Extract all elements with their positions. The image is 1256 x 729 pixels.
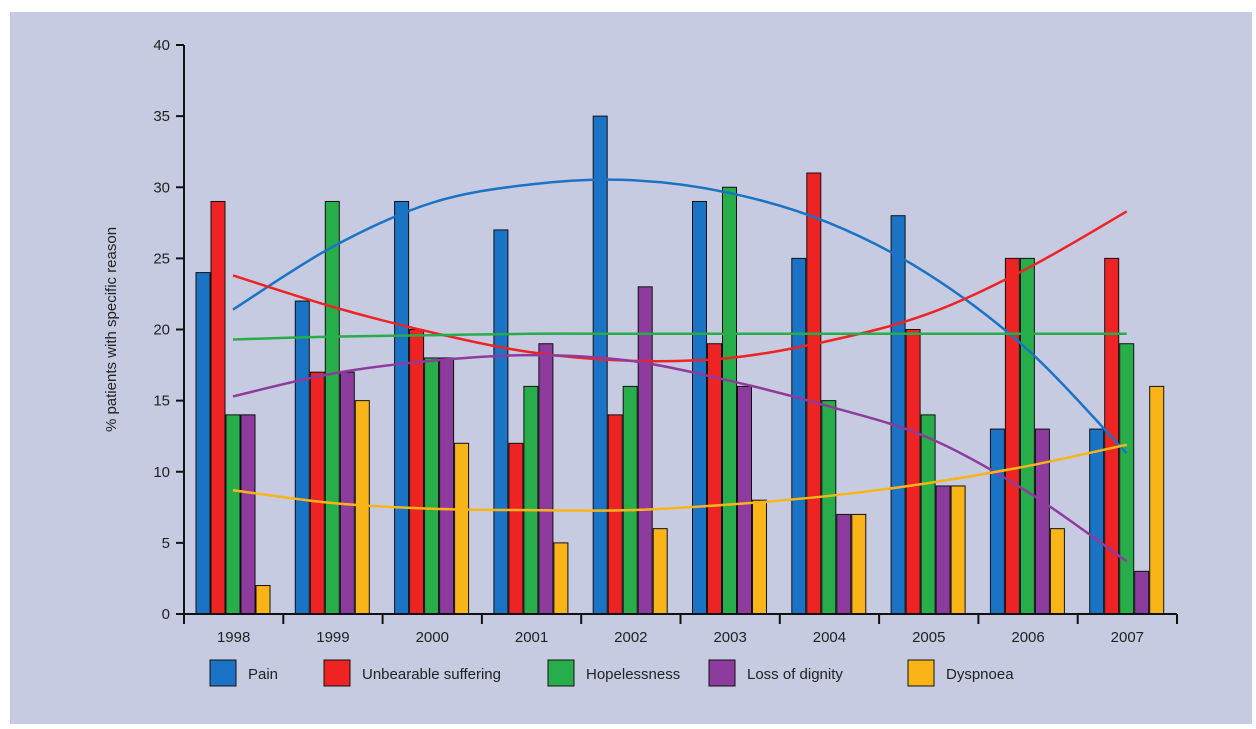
bar-loss-of-dignity-2002 — [637, 286, 653, 615]
legend-swatch-unbearable-suffering — [323, 659, 351, 687]
x-tick-label-2006: 2006 — [1011, 629, 1044, 646]
bar-hopelessness-2007 — [1119, 343, 1135, 615]
bar-unbearable-suffering-2001 — [508, 442, 524, 615]
bar-dyspnoea-2001 — [553, 542, 569, 615]
x-tick-label-1998: 1998 — [217, 629, 250, 646]
chart-panel: 0 5 10 15 20 25 30 35 40 1998 1999 2000 2001 2002 2003… — [10, 12, 1252, 724]
x-tick-label-2000: 2000 — [416, 629, 449, 646]
bar-loss-of-dignity-2006 — [1034, 428, 1050, 615]
x-tick-label-2002: 2002 — [614, 629, 647, 646]
ticks-layer: 0 5 10 15 20 25 30 35 40 1998 1999 2000 2001 2002 2003… — [153, 37, 1178, 646]
legend-label-unbearable-suffering: Unbearable suffering — [362, 666, 501, 683]
top-strip — [0, 0, 1256, 12]
bar-pain-2000 — [394, 200, 410, 615]
bar-hopelessness-2000 — [424, 357, 440, 615]
bar-dyspnoea-2000 — [454, 442, 470, 615]
trend-line-pain — [232, 178, 1128, 455]
y-tick-label-5: 5 — [162, 535, 170, 552]
bar-dyspnoea-2005 — [950, 485, 966, 615]
bar-loss-of-dignity-2001 — [538, 343, 554, 615]
trend-line-unbearable-suffering — [232, 210, 1128, 363]
bar-loss-of-dignity-1998 — [240, 414, 256, 615]
bar-dyspnoea-2003 — [752, 499, 767, 615]
y-tick-label-35: 35 — [153, 108, 170, 125]
bar-pain-2005 — [890, 215, 906, 615]
bar-hopelessness-1998 — [225, 414, 241, 615]
x-tick-label-2003: 2003 — [713, 629, 746, 646]
bar-pain-1999 — [294, 300, 310, 615]
bar-unbearable-suffering-2005 — [905, 329, 921, 615]
y-tick-label-0: 0 — [162, 606, 170, 623]
bar-loss-of-dignity-2003 — [737, 385, 752, 615]
bar-dyspnoea-2007 — [1149, 385, 1165, 615]
y-tick-label-25: 25 — [153, 250, 170, 267]
bar-dyspnoea-2002 — [652, 528, 668, 615]
x-tick-label-2004: 2004 — [813, 629, 846, 646]
legend-label-dyspnoea: Dyspnoea — [946, 666, 1014, 683]
bar-pain-2002 — [592, 115, 608, 615]
bar-unbearable-suffering-2002 — [607, 414, 623, 615]
bar-pain-2001 — [493, 229, 509, 615]
bar-hopelessness-2002 — [622, 385, 638, 615]
bar-unbearable-suffering-2003 — [707, 343, 722, 615]
legend-label-pain: Pain — [248, 666, 278, 683]
legend: Pain Unbearable suffering Hopelessness Loss… — [209, 659, 1014, 687]
bar-dyspnoea-2004 — [851, 513, 867, 615]
y-axis-title: % patients with specific reason — [103, 227, 120, 432]
trend-lines-layer — [232, 178, 1128, 563]
y-tick-label-10: 10 — [153, 464, 170, 481]
bar-pain-1998 — [195, 272, 211, 615]
legend-label-loss-of-dignity: Loss of dignity — [747, 666, 843, 683]
x-tick-label-2001: 2001 — [515, 629, 548, 646]
bar-dyspnoea-1998 — [255, 585, 271, 615]
x-tick-label-1999: 1999 — [316, 629, 349, 646]
bar-hopelessness-2003 — [722, 186, 737, 615]
legend-swatch-pain — [209, 659, 237, 687]
bar-loss-of-dignity-2000 — [439, 357, 455, 615]
bar-dyspnoea-1999 — [354, 400, 370, 615]
x-tick-label-2005: 2005 — [912, 629, 945, 646]
y-tick-label-15: 15 — [153, 393, 170, 410]
bar-hopelessness-1999 — [324, 200, 340, 615]
bar-loss-of-dignity-2007 — [1134, 570, 1150, 615]
y-tick-label-30: 30 — [153, 179, 170, 196]
bar-hopelessness-2006 — [1019, 257, 1035, 615]
y-tick-label-40: 40 — [153, 37, 170, 54]
trend-line-dyspnoea — [232, 443, 1127, 512]
bar-hopelessness-2005 — [920, 414, 936, 615]
bar-hopelessness-2001 — [523, 385, 539, 615]
bar-pain-2007 — [1089, 428, 1105, 615]
trend-line-loss-of-dignity — [232, 353, 1128, 563]
bar-loss-of-dignity-1999 — [339, 371, 355, 615]
bar-unbearable-suffering-1998 — [210, 200, 226, 615]
bar-hopelessness-2004 — [821, 400, 837, 615]
bar-unbearable-suffering-2000 — [409, 329, 425, 615]
legend-swatch-loss-of-dignity — [708, 659, 736, 687]
bar-dyspnoea-2006 — [1049, 528, 1065, 615]
x-tick-label-2007: 2007 — [1111, 629, 1144, 646]
bar-pain-2006 — [989, 428, 1005, 615]
y-tick-label-20: 20 — [153, 322, 170, 339]
bar-unbearable-suffering-1999 — [309, 371, 325, 615]
legend-swatch-dyspnoea — [907, 659, 935, 687]
chart: 0 5 10 15 20 25 30 35 40 1998 1999 2000 2001 2002 2003… — [103, 37, 1178, 687]
bar-pain-2003 — [692, 200, 707, 615]
bars-layer — [195, 115, 1165, 615]
trend-line-hopelessness — [232, 332, 1127, 341]
bar-loss-of-dignity-2004 — [836, 513, 852, 615]
bar-unbearable-suffering-2006 — [1004, 257, 1020, 615]
bar-loss-of-dignity-2005 — [935, 485, 951, 615]
bar-unbearable-suffering-2004 — [806, 172, 822, 615]
legend-swatch-hopelessness — [547, 659, 575, 687]
legend-label-hopelessness: Hopelessness — [586, 666, 680, 683]
bar-pain-2004 — [791, 257, 807, 615]
